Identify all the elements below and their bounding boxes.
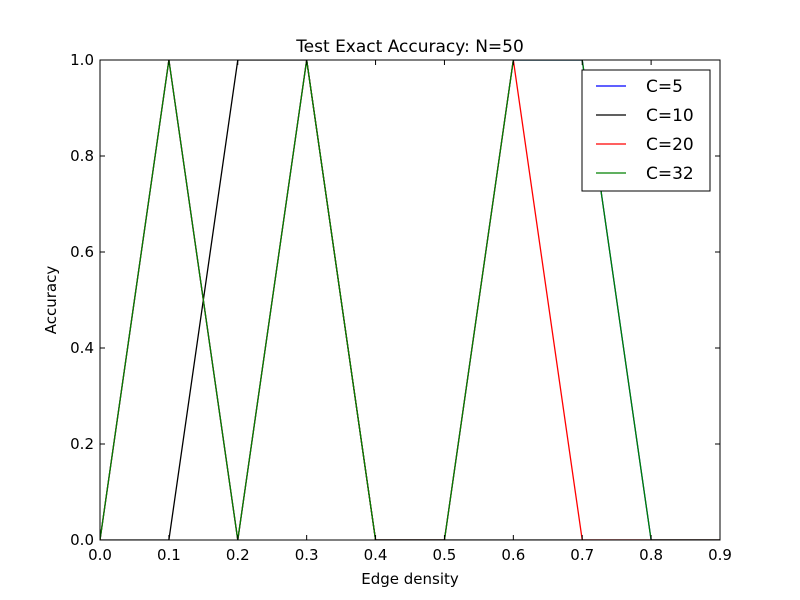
y-axis-label: Accuracy [42,266,60,335]
y-tick-label: 0.4 [70,339,94,357]
x-tick-label: 0.3 [295,546,319,564]
y-tick-label: 0.8 [70,147,94,165]
x-tick-label: 0.4 [364,546,388,564]
y-tick-label: 0.6 [70,243,94,261]
chart-title: Test Exact Accuracy: N=50 [295,37,524,57]
series-layer [100,60,720,540]
y-tick-label: 0.0 [70,531,94,549]
series-line-c-32 [100,60,720,540]
x-tick-label: 0.1 [157,546,181,564]
x-tick-label: 0.2 [226,546,250,564]
x-axis-ticks: 0.0 0.1 0.2 0.3 0.4 0.5 0.6 0.7 0.8 0.9 [88,60,732,564]
legend-label: C=20 [646,135,694,155]
x-tick-label: 0.0 [88,546,112,564]
legend: C=5 C=10 C=20 C=32 [581,69,711,192]
legend-label: C=32 [646,164,694,184]
plot-frame [99,59,721,541]
y-axis-ticks: 0.0 0.2 0.4 0.6 0.8 1.0 [70,51,720,549]
x-tick-label: 0.5 [433,546,457,564]
x-axis-label: Edge density [361,570,459,588]
legend-label: C=10 [646,106,694,126]
legend-label: C=5 [646,77,683,97]
x-tick-label: 0.8 [639,546,663,564]
x-tick-label: 0.9 [708,546,732,564]
y-tick-label: 0.2 [70,435,94,453]
y-tick-label: 1.0 [70,51,94,69]
x-tick-label: 0.7 [570,546,594,564]
legend-frame [581,69,711,192]
x-tick-label: 0.6 [501,546,525,564]
